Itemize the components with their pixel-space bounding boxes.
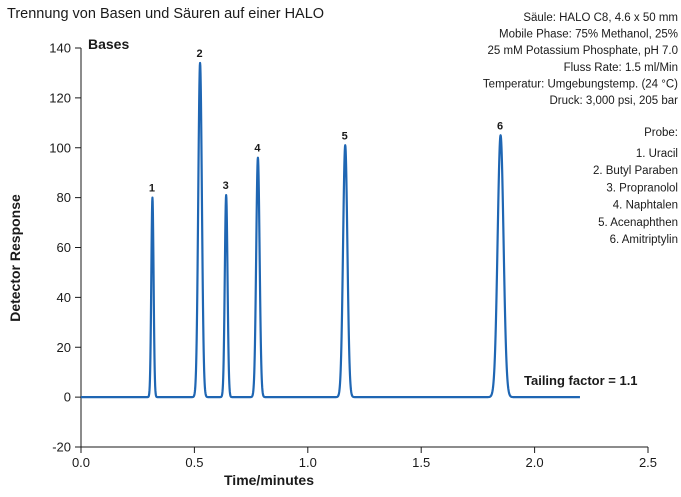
chromatogram-trace bbox=[80, 61, 581, 399]
sample-item: 5. Acenaphthen bbox=[598, 217, 678, 229]
peak-label-3: 3 bbox=[223, 180, 229, 192]
condition-line: 25 mM Potassium Phosphate, pH 7.0 bbox=[488, 45, 679, 57]
tailing-factor-annotation: Tailing factor = 1.1 bbox=[524, 373, 638, 388]
peak-label-6: 6 bbox=[497, 120, 503, 132]
x-tick-label: 2.0 bbox=[526, 455, 544, 470]
chart-title: Trennung von Basen und Säuren auf einer … bbox=[7, 6, 324, 22]
x-axis-label: Time/minutes bbox=[224, 472, 314, 488]
y-tick-label: 20 bbox=[57, 340, 71, 355]
y-tick-label: 140 bbox=[49, 41, 71, 56]
x-tick-label: 1.0 bbox=[299, 455, 317, 470]
x-axis-ticks: 0.0 0.5 1.0 1.5 2.0 2.5 bbox=[72, 447, 657, 470]
y-tick-label: 0 bbox=[64, 390, 71, 405]
sample-list: Probe: 1. Uracil 2. Butyl Paraben 3. Propra… bbox=[593, 127, 678, 246]
peak-label-1: 1 bbox=[149, 183, 155, 195]
sample-item: 2. Butyl Paraben bbox=[593, 165, 678, 177]
sample-item: 1. Uracil bbox=[636, 148, 678, 160]
peak-label-2: 2 bbox=[197, 48, 203, 60]
y-tick-label: 80 bbox=[57, 190, 71, 205]
sample-item: 6. Amitriptylin bbox=[610, 234, 678, 246]
peak-label-5: 5 bbox=[342, 130, 348, 142]
y-tick-label: 60 bbox=[57, 240, 71, 255]
sample-item: 4. Naphtalen bbox=[613, 200, 678, 212]
sample-title: Probe: bbox=[644, 127, 678, 139]
x-tick-label: 2.5 bbox=[639, 455, 657, 470]
peak-label-4: 4 bbox=[254, 143, 261, 155]
x-tick-label: 0.5 bbox=[185, 455, 203, 470]
condition-line: Fluss Rate: 1.5 ml/Min bbox=[564, 62, 678, 74]
condition-line: Druck: 3,000 psi, 205 bar bbox=[550, 95, 679, 107]
y-axis-ticks: -20 0 20 40 60 80 100 120 140 bbox=[49, 41, 81, 455]
y-tick-label: 100 bbox=[49, 140, 71, 155]
y-tick-label: 40 bbox=[57, 290, 71, 305]
condition-line: Mobile Phase: 75% Methanol, 25% bbox=[499, 29, 678, 41]
condition-line: Säule: HALO C8, 4.6 x 50 mm bbox=[523, 12, 678, 24]
y-tick-label: -20 bbox=[52, 440, 71, 455]
x-tick-label: 0.0 bbox=[72, 455, 90, 470]
peak-labels: 1 2 3 4 5 6 bbox=[149, 48, 503, 195]
x-tick-label: 1.5 bbox=[412, 455, 430, 470]
y-axis-label: Detector Response bbox=[7, 194, 23, 322]
condition-line: Temperatur: Umgebungstemp. (24 °C) bbox=[483, 78, 678, 90]
panel-label: Bases bbox=[88, 36, 129, 52]
conditions-block: Säule: HALO C8, 4.6 x 50 mm Mobile Phase:… bbox=[483, 12, 678, 107]
sample-item: 3. Propranolol bbox=[606, 182, 678, 194]
y-tick-label: 120 bbox=[49, 90, 71, 105]
